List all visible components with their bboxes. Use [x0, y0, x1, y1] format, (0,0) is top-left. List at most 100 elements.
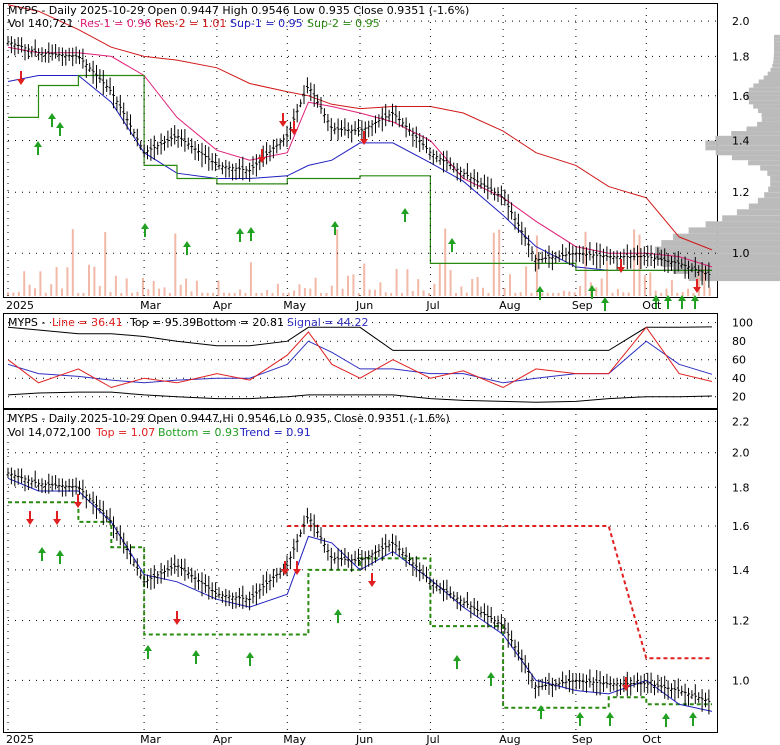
buy-arrow — [689, 712, 697, 726]
panel3-y-tick-label: 1.8 — [732, 481, 750, 494]
panel1-frame — [3, 3, 718, 298]
volume-bar — [298, 284, 301, 296]
sell-arrow — [258, 149, 266, 163]
sell-arrow-head — [26, 519, 34, 525]
sell-arrow-head — [293, 569, 301, 575]
buy-arrow-head — [536, 286, 544, 292]
panel1-x-tick-label: Apr — [213, 299, 233, 312]
panel3-trend-label: Trend = 0.91 — [239, 426, 311, 439]
volume-bar — [314, 277, 317, 296]
volume-bar — [465, 292, 468, 296]
volume-profile-bar — [774, 38, 780, 42]
volume-bar — [287, 292, 290, 296]
sell-arrow-head — [290, 129, 298, 135]
volume-profile-bar — [746, 95, 780, 100]
buy-arrow-head — [56, 550, 64, 556]
res2-line — [7, 4, 713, 251]
volume-bar — [55, 267, 58, 296]
buy-arrow — [536, 286, 544, 300]
volume-bar — [374, 289, 376, 296]
volume-bar — [77, 293, 80, 296]
volume-profile-bar — [715, 135, 780, 141]
volume-bar — [201, 292, 204, 296]
volume-bar — [341, 288, 344, 296]
panel3-x-tick-label: Aug — [499, 733, 520, 745]
buy-arrow — [183, 241, 191, 255]
buy-arrow — [691, 295, 699, 309]
volume-bar — [163, 287, 166, 296]
panel3-y-tick-label: 1.0 — [732, 674, 750, 687]
panel1-axis: 2.0 1.8 1.6 1.4 1.2 1.0 2025 Mar Apr May Jun Jul Aug… — [6, 15, 750, 312]
volume-bar — [460, 286, 463, 296]
sell-arrow-head — [17, 79, 25, 85]
volume-bar — [676, 292, 679, 296]
volume-profile-bar — [757, 121, 780, 127]
volume-bar — [568, 291, 571, 296]
volume-bar — [347, 275, 349, 296]
volume-profile-bar — [773, 60, 780, 64]
buy-arrow-head — [48, 113, 56, 119]
volume-bar — [125, 278, 128, 296]
buy-arrow — [576, 712, 584, 726]
volume-bar — [7, 292, 9, 296]
volume-bar — [438, 264, 441, 296]
panel2-prefix: MYPS - — [8, 316, 45, 329]
buy-arrow — [236, 228, 244, 242]
volume-profile-bar — [774, 49, 780, 53]
volume-bar — [222, 292, 225, 296]
panel3-x-tick-label: May — [283, 733, 306, 745]
volume-profile-bar — [757, 197, 780, 204]
buy-arrow-head — [144, 645, 152, 651]
buy-arrow-head — [487, 672, 495, 678]
buy-arrow-head — [247, 227, 255, 233]
volume-bar — [471, 279, 474, 296]
sell-arrow — [74, 494, 82, 508]
buy-arrow — [246, 652, 254, 666]
volume-bar — [309, 288, 312, 296]
volume-bar — [384, 292, 387, 296]
volume-profile-bar — [705, 221, 780, 228]
sell-arrow — [173, 611, 181, 625]
panel1-y-tick-label: 1.4 — [732, 135, 750, 148]
panel3-bottom-label: Bottom = 0.93 — [158, 426, 239, 439]
buy-arrow-head — [192, 650, 200, 656]
buy-arrow-head — [601, 297, 609, 303]
volume-bar — [260, 293, 263, 296]
volume-profile-bar — [774, 41, 780, 46]
sell-arrow — [693, 279, 701, 293]
volume-bar — [487, 292, 490, 296]
volume-bar — [217, 280, 220, 296]
volume-bar — [492, 232, 495, 296]
panel2-y-tick-label: 40 — [732, 372, 746, 385]
sell-arrow-head — [258, 157, 266, 163]
volume-bar — [239, 289, 242, 296]
buy-arrow — [606, 712, 614, 726]
buy-arrow-head — [689, 712, 697, 718]
volume-profile-bar — [746, 91, 780, 96]
volume-bar — [573, 292, 576, 296]
sell-arrow — [279, 113, 287, 127]
volume-profile-bar — [758, 108, 780, 113]
volume-bar — [519, 292, 522, 296]
volume-bar — [433, 283, 436, 296]
volume-profile-bar — [774, 45, 780, 49]
volume-bar — [114, 275, 117, 296]
volume-bar — [600, 278, 603, 296]
panel2-top-label: Top = 95.39 — [129, 316, 196, 329]
volume-bar — [303, 288, 306, 296]
volume-bar — [352, 274, 355, 296]
volume-profile-bar — [715, 150, 780, 156]
res1-line — [7, 46, 713, 268]
sell-arrow-head — [53, 519, 61, 525]
volume-bar — [98, 285, 101, 296]
buy-arrow-head — [576, 712, 584, 718]
volume-bar — [514, 293, 517, 296]
volume-profile-bar — [748, 203, 780, 210]
volume-profile-bar — [763, 75, 780, 80]
volume-bar — [627, 292, 630, 296]
volume-profile-bar — [705, 145, 780, 151]
sup2-line — [8, 74, 712, 271]
panel3-vol-label: Vol 14,072,100 — [8, 426, 91, 439]
